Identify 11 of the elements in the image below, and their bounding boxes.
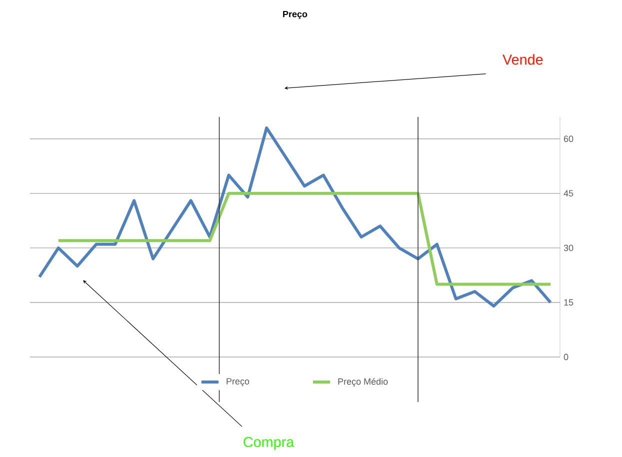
y-tick-label: 30 — [564, 244, 574, 252]
chart-title: Preço — [283, 10, 308, 20]
line-series — [38, 126, 552, 308]
legend-label: Preço Médio — [338, 378, 388, 387]
legend-label: Preço — [226, 378, 250, 386]
y-tick-label: 0 — [564, 354, 568, 360]
y-tick-label: 60 — [564, 136, 574, 142]
y-tick-label: 45 — [564, 190, 574, 196]
y-tick-label: 15 — [564, 299, 574, 306]
text: Vende — [502, 54, 543, 65]
text: Compra — [244, 436, 294, 450]
